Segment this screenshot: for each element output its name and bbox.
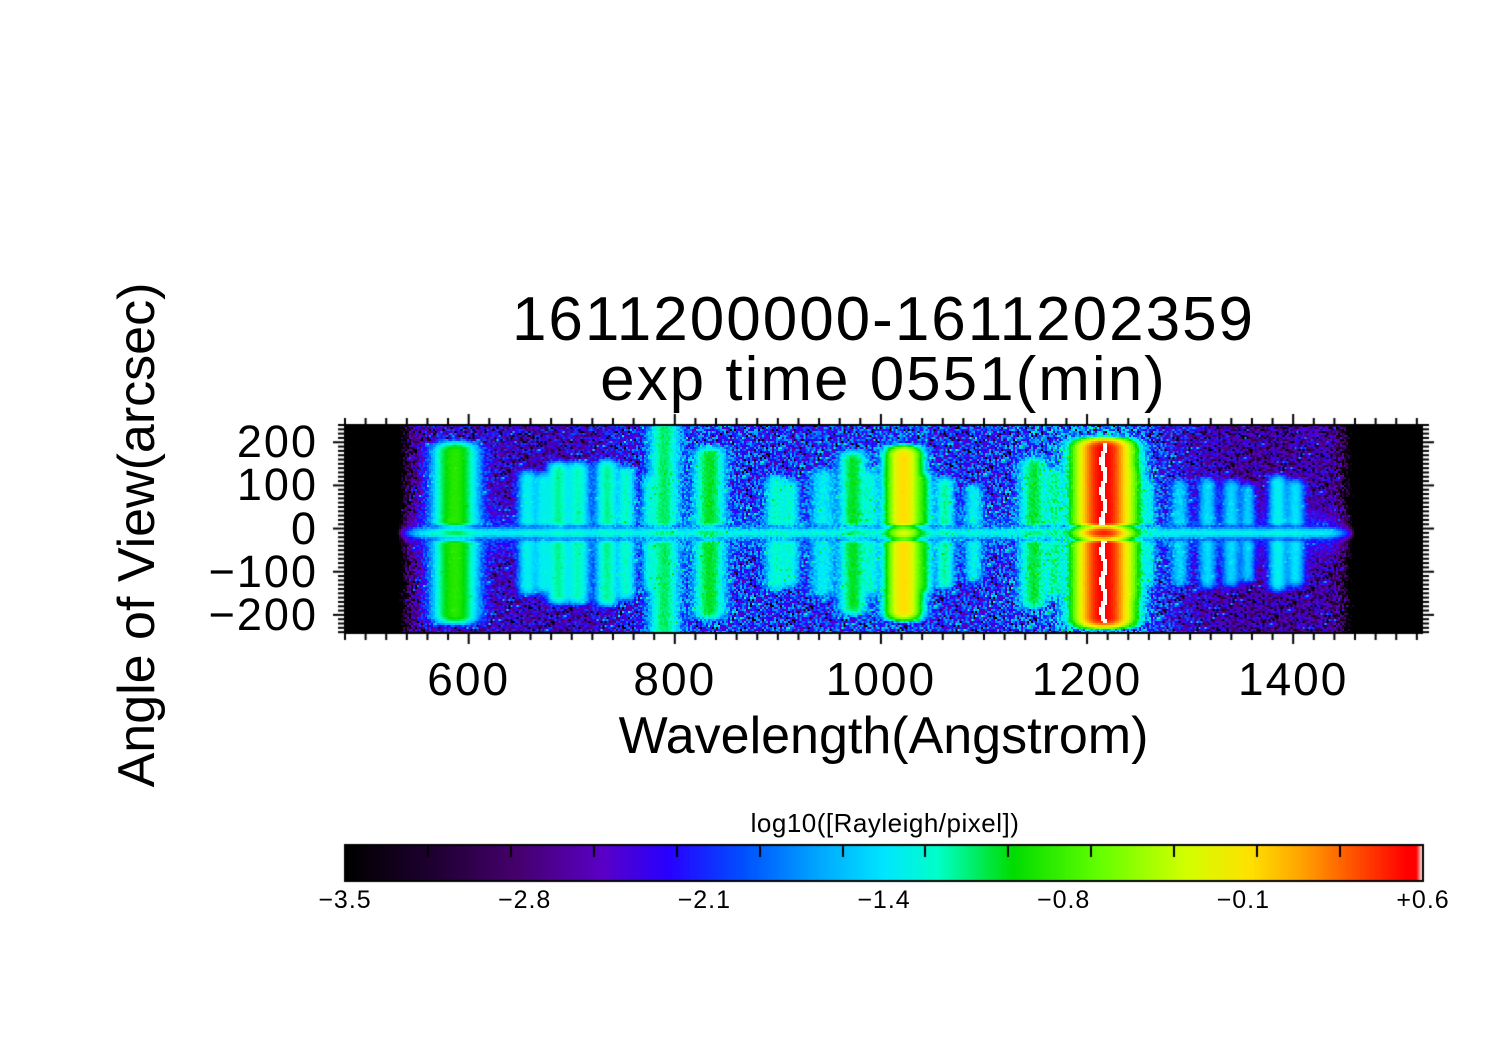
y-tick-label-200: 200 <box>236 416 318 468</box>
x-tick-label-600: 600 <box>427 653 511 705</box>
x-tick-label-1200: 1200 <box>1031 653 1143 705</box>
axes-frame <box>327 403 1467 653</box>
x-tick-label-1400: 1400 <box>1238 653 1349 705</box>
colorbar-tick-label-4: −0.8 <box>1036 886 1091 914</box>
colorbar-tick-label-6: +0.6 <box>1396 886 1450 914</box>
colorbar-tick-label-2: −2.1 <box>677 886 731 914</box>
x-axis-label: Wavelength(Angstrom) <box>618 707 1149 765</box>
colorbar <box>341 841 1429 887</box>
colorbar-title: log10([Rayleigh/pixel]) <box>750 808 1020 838</box>
y-tick-label--100: −100 <box>208 545 318 597</box>
y-tick-label--200: −200 <box>208 588 318 640</box>
colorbar-tick-label-1: −2.8 <box>497 886 552 914</box>
colorbar-tick-label-0: −3.5 <box>318 886 372 914</box>
plot-title-line2: exp time 0551(min) <box>600 345 1167 414</box>
colorbar-tick-label-3: −1.4 <box>857 886 911 914</box>
y-tick-label-100: 100 <box>236 459 318 511</box>
colorbar-tick-label-5: −0.1 <box>1216 886 1270 914</box>
x-tick-label-800: 800 <box>633 653 717 705</box>
y-tick-label-0: 0 <box>290 502 318 554</box>
x-tick-label-1000: 1000 <box>825 653 937 705</box>
plot-title-line1: 1611200000-1611202359 <box>511 285 1256 354</box>
